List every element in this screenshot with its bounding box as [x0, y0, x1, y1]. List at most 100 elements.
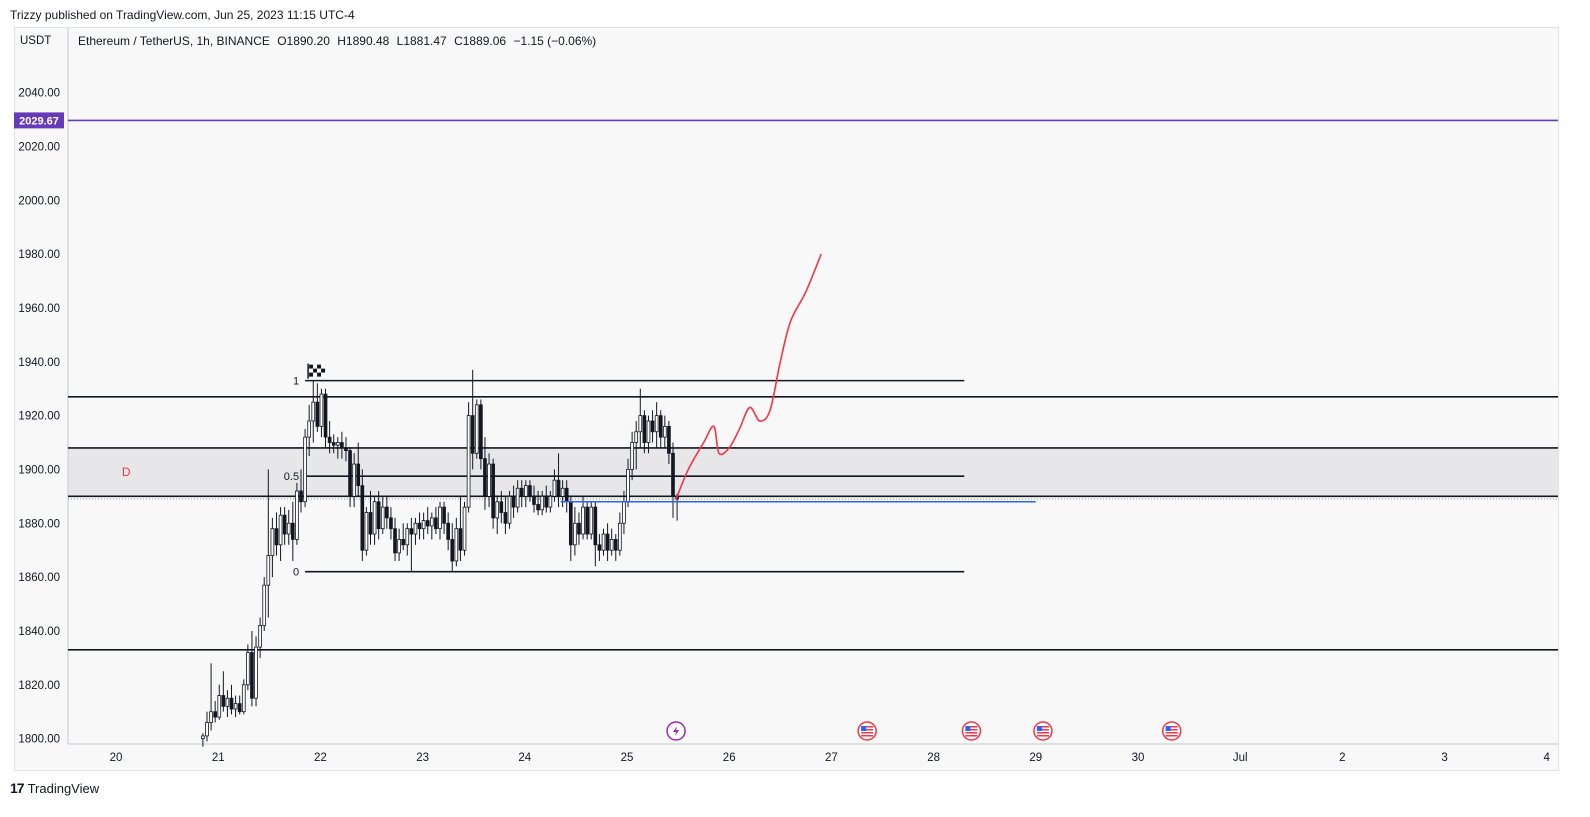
candle[interactable]: [450, 523, 455, 572]
candle[interactable]: [409, 517, 414, 572]
candle[interactable]: [577, 512, 581, 545]
candle[interactable]: [319, 388, 324, 438]
candle[interactable]: [262, 577, 267, 631]
candle[interactable]: [344, 437, 348, 462]
candle[interactable]: [503, 496, 508, 535]
us-flag-icon[interactable]: [1033, 721, 1053, 741]
candle[interactable]: [303, 429, 307, 508]
candle[interactable]: [519, 480, 524, 508]
footer-brand[interactable]: 17 TradingView: [10, 780, 99, 796]
forecast-path[interactable]: [675, 253, 822, 500]
candle[interactable]: [278, 507, 283, 561]
candle[interactable]: [556, 453, 561, 508]
candle[interactable]: [380, 496, 385, 535]
candle[interactable]: [671, 442, 675, 518]
candle[interactable]: [540, 490, 545, 516]
candle[interactable]: [499, 490, 504, 524]
candle[interactable]: [221, 671, 226, 712]
candle[interactable]: [589, 501, 594, 540]
legend-symbol[interactable]: Ethereum / TetherUS, 1h, BINANCE: [78, 34, 270, 48]
candle[interactable]: [515, 480, 520, 513]
candle[interactable]: [495, 496, 500, 535]
candle[interactable]: [385, 496, 389, 529]
candle[interactable]: [470, 369, 475, 470]
candle[interactable]: [401, 523, 406, 551]
candle[interactable]: [237, 695, 242, 715]
candle[interactable]: [299, 469, 303, 513]
candle[interactable]: [474, 399, 479, 459]
candle[interactable]: [217, 684, 222, 720]
candle[interactable]: [487, 453, 491, 508]
candle[interactable]: [389, 507, 393, 540]
candle[interactable]: [658, 410, 663, 448]
candle[interactable]: [348, 447, 352, 508]
candle[interactable]: [597, 534, 602, 561]
candle[interactable]: [413, 517, 418, 545]
candle[interactable]: [307, 404, 312, 456]
candle[interactable]: [536, 490, 540, 516]
candle[interactable]: [462, 501, 467, 556]
candle[interactable]: [601, 528, 606, 556]
candle[interactable]: [368, 490, 373, 545]
candle[interactable]: [397, 528, 401, 561]
candle[interactable]: [573, 507, 577, 556]
candle[interactable]: [246, 644, 250, 691]
candle[interactable]: [323, 388, 328, 448]
candle[interactable]: [340, 431, 344, 459]
candle[interactable]: [352, 453, 356, 508]
candle[interactable]: [213, 700, 217, 723]
candle[interactable]: [417, 512, 422, 540]
candle[interactable]: [548, 490, 553, 513]
candle[interactable]: [638, 388, 643, 448]
candle[interactable]: [290, 501, 295, 561]
candle[interactable]: [454, 517, 459, 567]
candle[interactable]: [479, 399, 483, 470]
candle[interactable]: [295, 482, 299, 545]
candle[interactable]: [233, 695, 238, 718]
candle[interactable]: [270, 517, 275, 578]
candle[interactable]: [560, 480, 565, 508]
candle[interactable]: [507, 490, 512, 529]
candle[interactable]: [618, 512, 622, 556]
candle[interactable]: [532, 485, 536, 513]
candle[interactable]: [646, 415, 651, 454]
chart-pane[interactable]: [14, 27, 1559, 771]
candle[interactable]: [282, 507, 287, 545]
candle[interactable]: [241, 679, 246, 715]
candle[interactable]: [650, 410, 655, 443]
candle[interactable]: [311, 380, 316, 443]
candle[interactable]: [266, 469, 271, 618]
candle[interactable]: [201, 733, 205, 747]
candle[interactable]: [205, 711, 209, 742]
candle[interactable]: [593, 501, 598, 567]
candle[interactable]: [528, 480, 532, 502]
candle[interactable]: [585, 501, 589, 540]
candle[interactable]: [511, 485, 516, 518]
candle[interactable]: [250, 630, 254, 707]
candle[interactable]: [442, 501, 446, 535]
candle[interactable]: [258, 617, 262, 658]
candle[interactable]: [613, 534, 618, 561]
candle[interactable]: [315, 383, 320, 432]
candle[interactable]: [331, 434, 336, 454]
candle[interactable]: [446, 512, 450, 551]
candle[interactable]: [630, 431, 634, 481]
candle[interactable]: [335, 437, 340, 459]
candle[interactable]: [605, 523, 610, 561]
candle[interactable]: [642, 410, 647, 454]
us-flag-icon[interactable]: [961, 721, 982, 741]
candle[interactable]: [552, 469, 557, 502]
candle[interactable]: [421, 512, 426, 540]
candle[interactable]: [209, 663, 213, 731]
candle[interactable]: [327, 420, 332, 454]
candle[interactable]: [466, 402, 471, 513]
candle[interactable]: [667, 420, 671, 465]
candle[interactable]: [254, 636, 258, 707]
candle[interactable]: [393, 517, 397, 561]
candle[interactable]: [544, 485, 549, 513]
candle[interactable]: [622, 490, 626, 535]
candle[interactable]: [229, 684, 234, 715]
candle[interactable]: [662, 415, 667, 448]
candle[interactable]: [581, 496, 585, 540]
